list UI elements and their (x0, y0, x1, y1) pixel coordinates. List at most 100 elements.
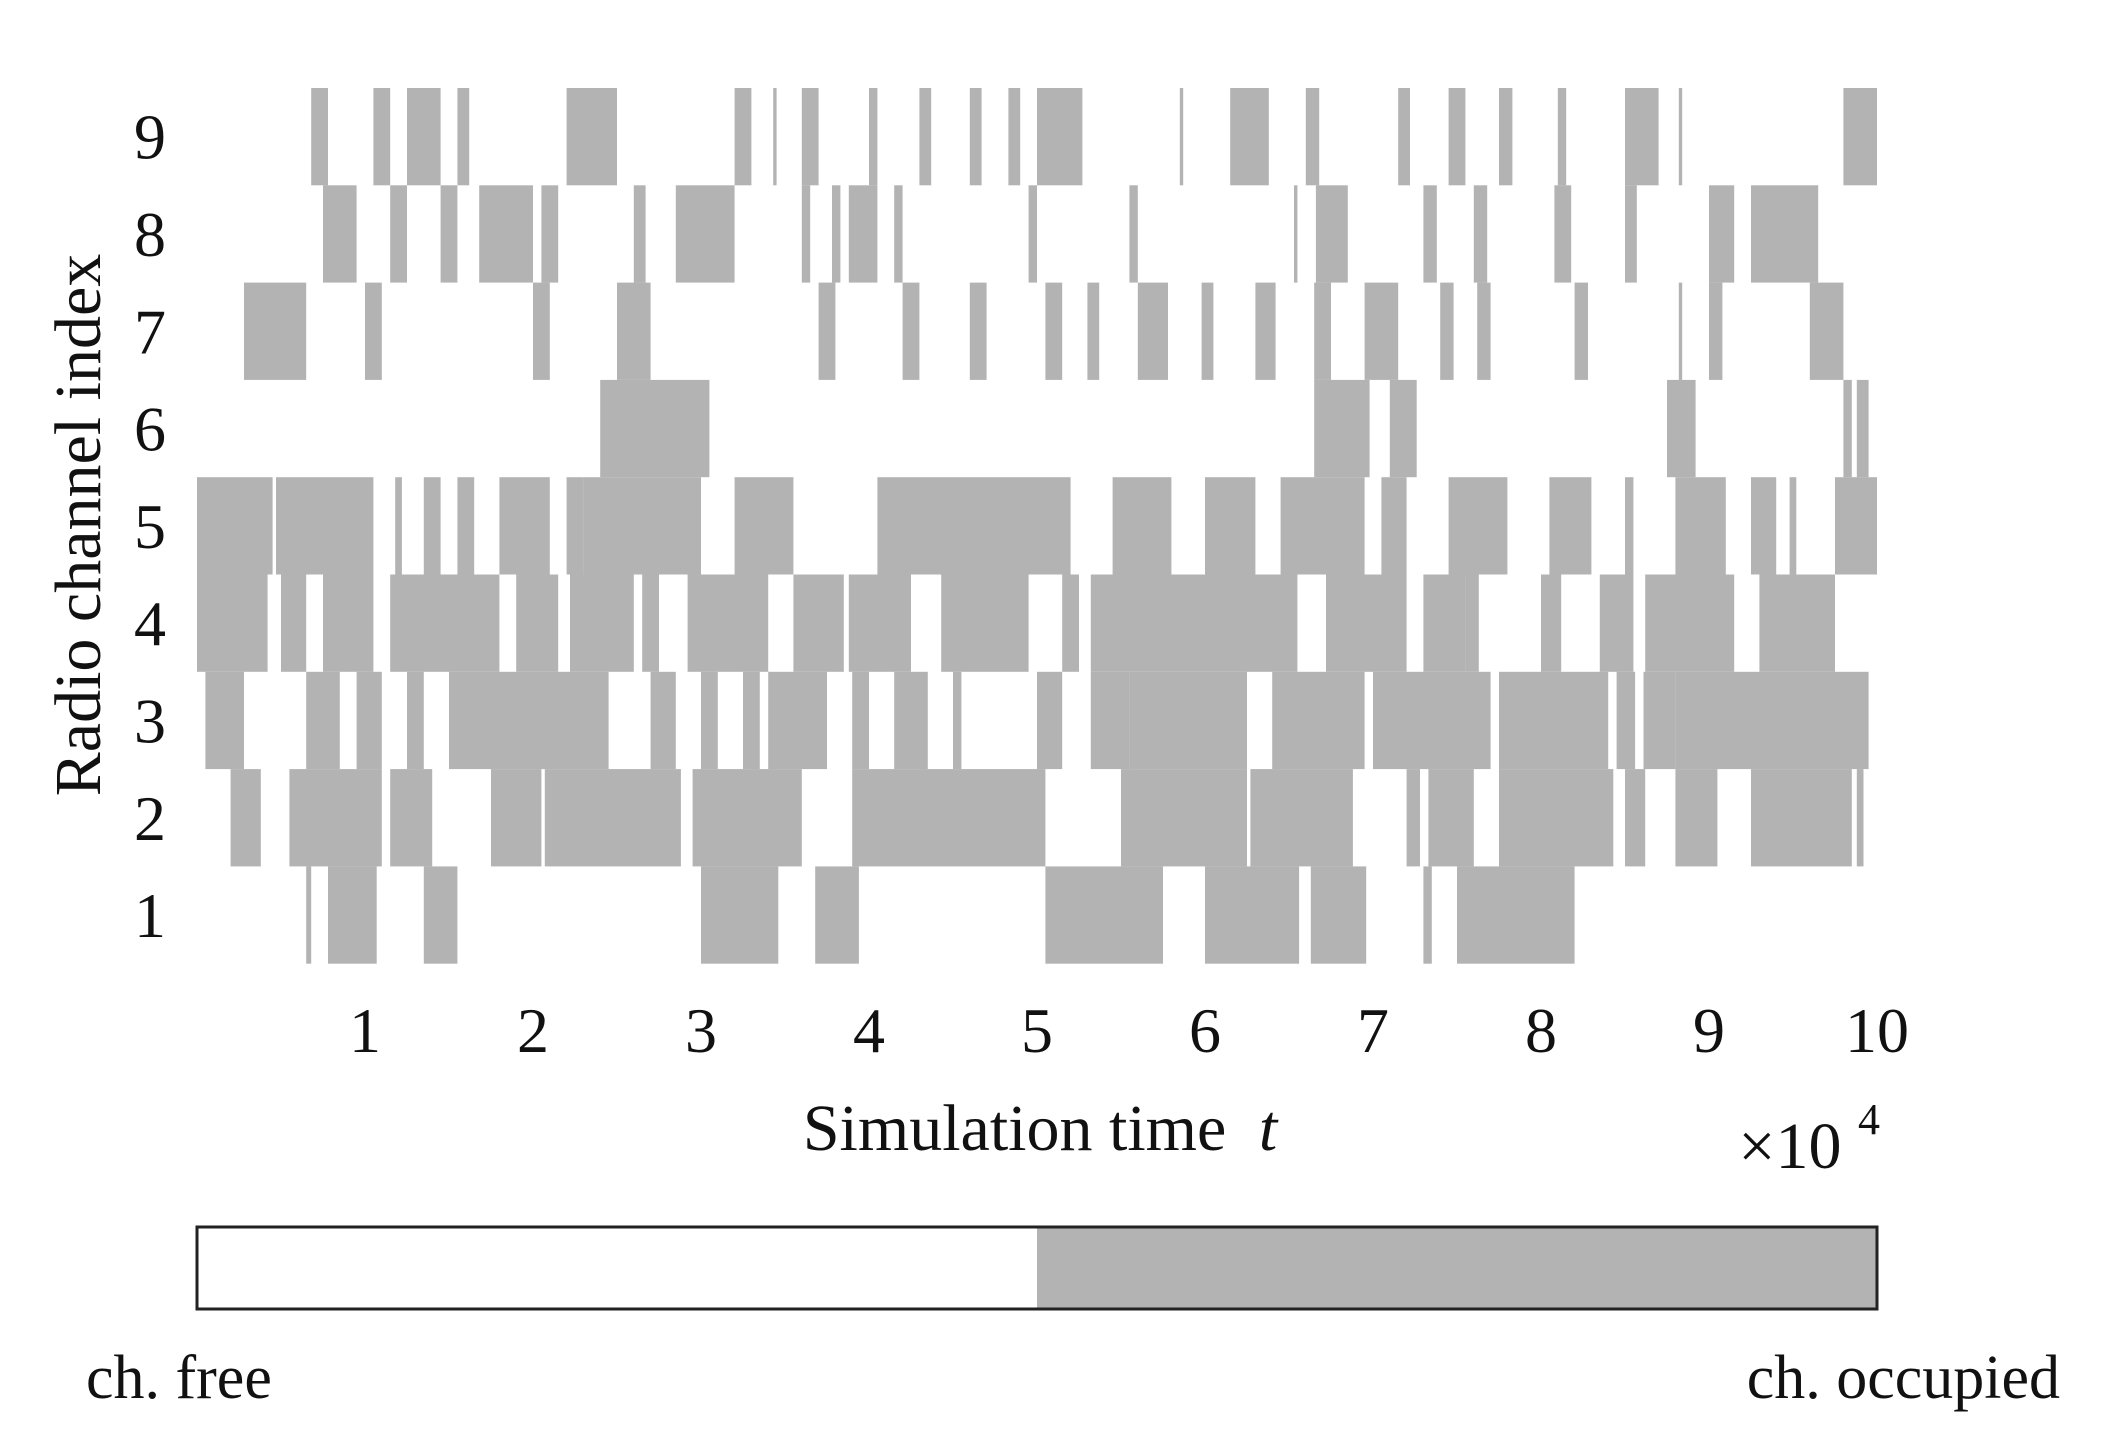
occupied-block-ch5-14 (1448, 477, 1508, 575)
y-tick-label-6: 6 (134, 394, 166, 465)
legend-free-swatch (197, 1227, 1037, 1309)
occupied-block-ch4-2 (323, 574, 374, 672)
occupied-block-ch3-18 (1616, 671, 1636, 770)
x-tick-label-7: 7 (1357, 995, 1389, 1066)
x-tick-label-9: 9 (1693, 995, 1725, 1066)
occupied-block-ch1-8 (1423, 866, 1432, 964)
channel-row-8 (323, 185, 1819, 283)
occupied-block-ch3-6 (701, 671, 718, 770)
occupied-block-ch8-12 (1129, 185, 1138, 283)
occupied-block-ch6-5 (1856, 379, 1869, 478)
occupied-block-ch8-20 (1751, 185, 1819, 283)
occupied-block-ch7-13 (1364, 282, 1399, 380)
occupied-block-ch7-16 (1574, 282, 1588, 380)
occupied-block-ch9-2 (407, 88, 441, 186)
y-tick-label-4: 4 (134, 588, 166, 659)
occupied-block-ch8-13 (1294, 185, 1298, 283)
legend-occupied-swatch (1037, 1227, 1877, 1309)
x-tick-labels: 1 2 3 4 5 6 7 8 9 10 (349, 995, 1909, 1066)
occupied-block-ch5-12 (1280, 477, 1365, 575)
occupied-block-ch6-3 (1667, 379, 1696, 478)
occupied-block-ch3-4 (449, 671, 609, 770)
occupied-block-ch5-5 (499, 477, 550, 575)
occupied-block-ch4-16 (1541, 574, 1562, 672)
occupied-block-ch4-4 (516, 574, 559, 672)
occupied-block-ch3-21 (1835, 671, 1869, 770)
occupied-block-ch4-18 (1645, 574, 1735, 672)
occupied-block-ch2-1 (289, 769, 382, 867)
occupied-block-ch3-15 (1272, 671, 1365, 770)
occupied-block-ch2-5 (692, 769, 802, 867)
y-tick-label-7: 7 (134, 296, 166, 367)
occupied-block-ch9-11 (1008, 88, 1021, 186)
occupied-block-ch9-4 (566, 88, 617, 186)
occupied-block-ch8-3 (479, 185, 533, 283)
occupied-block-ch4-17 (1599, 574, 1634, 672)
occupied-block-ch5-8 (734, 477, 794, 575)
x-tick-label-3: 3 (685, 995, 717, 1066)
y-tick-label-9: 9 (134, 102, 166, 173)
occupied-block-ch5-2 (395, 477, 402, 575)
legend-frame (195, 1225, 1879, 1311)
occupied-block-ch7-8 (1087, 282, 1100, 380)
occupied-block-ch3-9 (852, 671, 869, 770)
occupied-block-ch6-1 (1314, 379, 1370, 478)
occupied-block-ch4-6 (642, 574, 659, 672)
occupied-block-ch8-1 (390, 185, 407, 283)
occupied-block-ch9-18 (1499, 88, 1513, 186)
x-scale-exponent: 4 (1858, 1095, 1880, 1144)
occupied-block-ch1-7 (1310, 866, 1367, 964)
occupied-block-ch5-0 (197, 477, 273, 575)
occupied-block-ch5-16 (1625, 477, 1634, 575)
x-scale-factor: ×10 4 (1738, 1095, 1880, 1183)
occupied-block-ch3-14 (1129, 671, 1247, 770)
occupied-block-ch3-2 (356, 671, 382, 770)
x-tick-label-4: 4 (853, 995, 885, 1066)
occupied-block-ch2-0 (230, 769, 261, 867)
occupied-block-ch9-12 (1037, 88, 1083, 186)
occupied-block-ch4-1 (281, 574, 307, 672)
occupied-block-ch4-13 (1326, 574, 1407, 672)
occupied-block-ch2-13 (1625, 769, 1646, 867)
occupied-block-ch2-12 (1578, 769, 1614, 867)
legend-free-label: ch. free (86, 1344, 272, 1412)
occupied-block-ch3-8 (768, 671, 827, 770)
occupied-block-ch4-14 (1423, 574, 1466, 672)
occupied-block-ch3-3 (407, 671, 424, 770)
channel-row-4 (197, 574, 1835, 672)
occupied-block-ch8-17 (1554, 185, 1572, 283)
occupied-block-ch9-20 (1625, 88, 1659, 186)
occupied-block-ch9-7 (801, 88, 819, 186)
occupied-block-ch6-2 (1389, 379, 1417, 478)
y-tick-label-5: 5 (134, 491, 166, 562)
occupied-block-ch9-16 (1398, 88, 1410, 186)
occupied-block-ch5-19 (1789, 477, 1797, 575)
y-tick-label-1: 1 (134, 880, 166, 951)
occupied-block-ch1-3 (701, 866, 779, 964)
occupied-block-ch2-3 (491, 769, 542, 867)
occupied-block-ch8-9 (848, 185, 878, 283)
occupied-block-ch4-8 (793, 574, 844, 672)
occupied-block-ch5-15 (1549, 477, 1592, 575)
x-axis-label-text: Simulation time (803, 1092, 1227, 1165)
occupied-block-ch8-7 (801, 185, 811, 283)
occupied-block-ch9-10 (969, 88, 982, 186)
occupied-block-ch3-7 (743, 671, 760, 770)
occupied-block-ch7-17 (1678, 282, 1683, 380)
occupied-block-ch4-3 (390, 574, 500, 672)
occupied-block-ch7-2 (533, 282, 550, 380)
occupied-block-ch2-6 (852, 769, 1046, 867)
occupied-block-ch3-5 (650, 671, 676, 770)
x-axis-label: Simulation time t (803, 1092, 1279, 1165)
x-axis-label-variable: t (1259, 1092, 1279, 1165)
occupied-block-ch5-11 (1205, 477, 1256, 575)
channel-row-5 (197, 477, 1877, 575)
x-scale-base: ×10 (1738, 1110, 1841, 1183)
occupied-block-ch9-0 (311, 88, 328, 186)
occupied-block-ch9-1 (373, 88, 391, 186)
occupied-block-ch8-4 (541, 185, 559, 283)
occupied-block-ch5-18 (1751, 477, 1777, 575)
occupied-block-ch7-14 (1440, 282, 1454, 380)
occupied-block-ch3-0 (205, 671, 244, 770)
